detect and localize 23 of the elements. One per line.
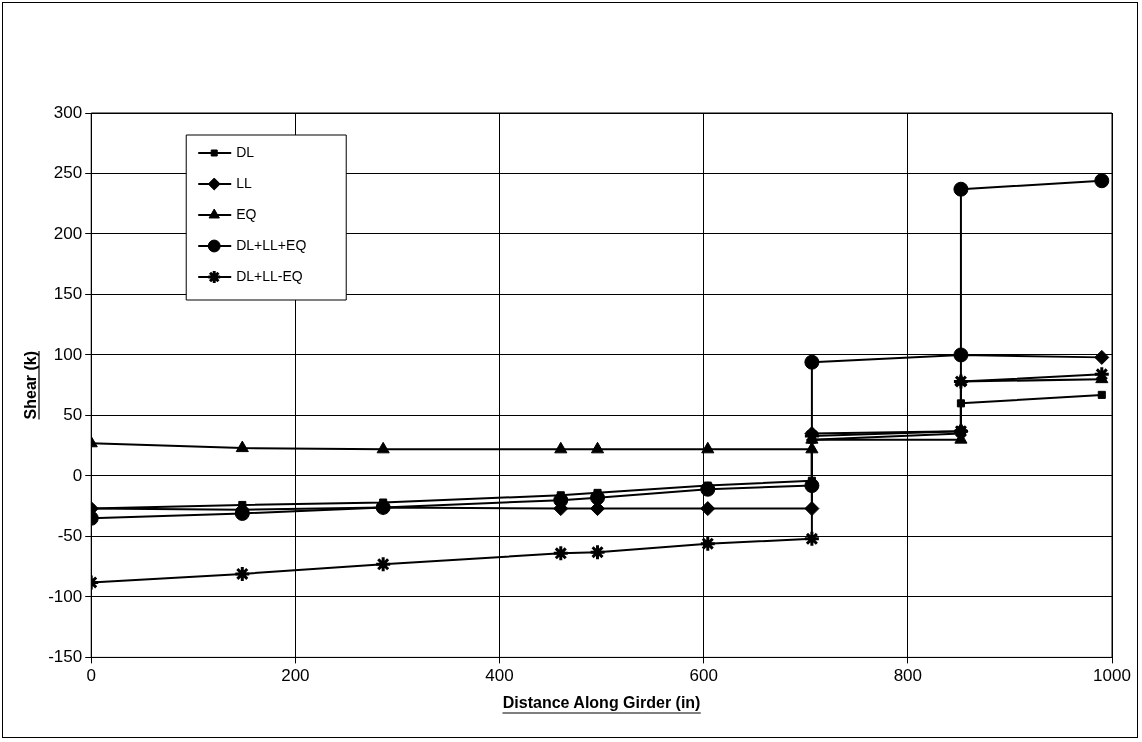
legend-label: LL (236, 174, 253, 191)
y-tick-label: 100 (53, 344, 83, 364)
legend-label: DL+LL-EQ (236, 267, 303, 284)
y-tick-label: 250 (53, 163, 83, 183)
y-axis-title: Shear (k) (22, 350, 40, 420)
y-tick-label: 200 (53, 223, 83, 243)
y-tick-label: -100 (48, 586, 83, 606)
x-tick-label: 1000 (1093, 666, 1131, 686)
y-tick-label: 50 (63, 405, 83, 425)
x-tick-label: 800 (893, 666, 923, 686)
y-tick-label: -150 (48, 647, 83, 667)
x-tick-label: 600 (689, 666, 718, 686)
y-tick-label: 300 (53, 102, 83, 122)
legend-label: DL (236, 143, 255, 160)
legend-label: EQ (236, 205, 257, 222)
x-tick-label: 400 (485, 666, 514, 686)
y-tick-label: 150 (53, 284, 83, 304)
x-tick-label: 0 (86, 666, 96, 686)
y-tick-label: 0 (72, 465, 83, 485)
legend-label: DL+LL+EQ (236, 236, 307, 253)
y-tick-label: -50 (57, 526, 83, 546)
x-axis-title: Distance Along Girder (in) (502, 693, 701, 711)
x-tick-label: 200 (281, 666, 310, 686)
